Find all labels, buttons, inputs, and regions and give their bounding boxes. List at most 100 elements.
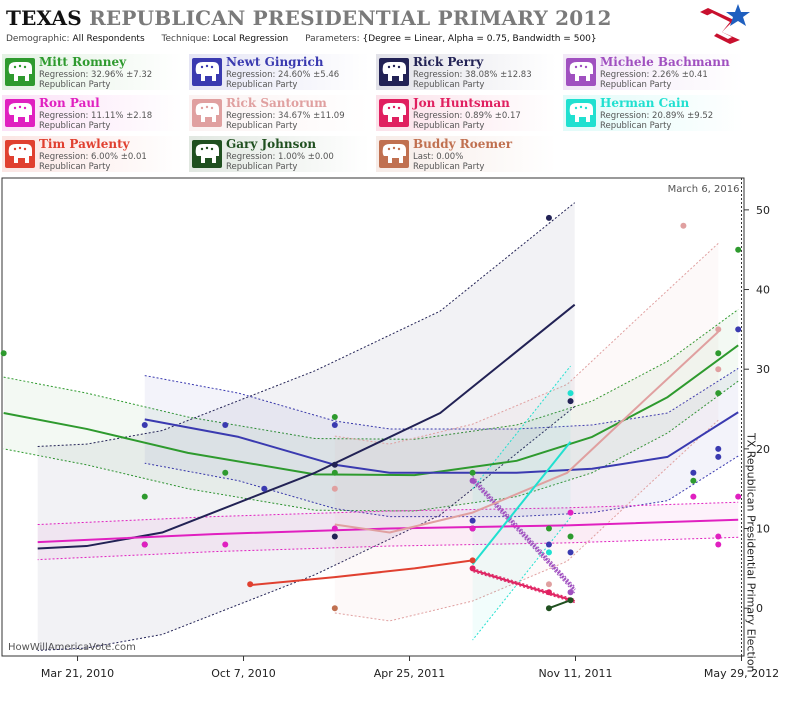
band-rick-santorum (334, 243, 719, 621)
data-point-newt-gingrich (222, 421, 229, 428)
data-point-mitt-romney (735, 246, 742, 253)
candidate-name: Jon Huntsman (413, 96, 510, 110)
data-point-herman-cain (567, 390, 574, 397)
candidate-regression: Regression: 0.89% ±0.17 (413, 111, 521, 121)
candidate-name: Rick Perry (413, 55, 484, 69)
data-point-ron-paul (222, 541, 229, 548)
band-lower-ron-paul (37, 536, 739, 561)
lines-layer (3, 303, 739, 610)
candidate-party: Republican Party (39, 162, 111, 172)
candidate-herman-cain[interactable]: Herman Cain Regression: 20.89% ±9.52 Repub… (563, 95, 753, 131)
candidate-regression: Regression: 2.26% ±0.41 (600, 70, 708, 80)
data-point-mitt-romney (545, 525, 552, 532)
trend-line-rick-santorum (334, 331, 719, 534)
title-state: TEXAS (6, 6, 82, 30)
elephant-icon (5, 140, 35, 168)
band-upper-mitt-romney (3, 309, 739, 440)
candidate-tim-pawlenty[interactable]: Tim Pawlenty Regression: 6.00% ±0.01 Repub… (2, 136, 192, 172)
data-point-rick-perry (567, 398, 574, 405)
y-tick-label: 40 (756, 284, 770, 297)
x-tick-label: Mar 21, 2010 (41, 667, 114, 680)
data-point-rick-perry (331, 461, 338, 468)
candidate-name: Ron Paul (39, 96, 100, 110)
data-point-mitt-romney (331, 414, 338, 420)
band-lower-newt-gingrich (144, 455, 739, 518)
candidate-legend: Mitt Romney Regression: 32.96% ±7.32 Repub… (0, 54, 789, 172)
election-label: TX Republican Presidential Primary Elect… (745, 432, 758, 673)
watermark: HowWillAmericaVote.com (8, 642, 136, 653)
data-point-jon-huntsman (469, 565, 476, 572)
data-point-ron-paul (715, 533, 722, 540)
header: TEXAS REPUBLICAN PRESIDENTIAL PRIMARY 20… (0, 0, 789, 175)
candidate-rick-santorum[interactable]: Rick Santorum Regression: 34.67% ±11.09 Re… (189, 95, 379, 131)
elephant-icon (5, 58, 35, 86)
trend-line-jon-huntsman (472, 569, 575, 602)
points-layer (0, 214, 742, 612)
trend-line-gary-johnson (548, 599, 571, 610)
data-point-mitt-romney (222, 469, 229, 476)
data-point-gary-johnson (545, 605, 552, 612)
demographic-value[interactable]: All Respondents (72, 34, 145, 44)
candidate-rick-perry[interactable]: Rick Perry Regression: 38.08% ±12.83 Repub… (376, 54, 566, 90)
candidate-regression: Regression: 38.08% ±12.83 (413, 70, 532, 80)
band-ron-paul (37, 502, 739, 560)
plot-frame (1, 177, 745, 657)
data-point-mitt-romney (141, 493, 148, 500)
elephant-icon (192, 140, 222, 168)
y-tick-label: 10 (756, 523, 770, 536)
elephant-icon (192, 99, 222, 127)
candidate-regression: Regression: 6.00% ±0.01 (39, 152, 147, 162)
band-rick-perry (37, 202, 575, 651)
band-upper-newt-gingrich (144, 367, 739, 430)
data-point-mitt-romney (469, 469, 476, 476)
candidate-party: Republican Party (39, 121, 111, 131)
band-upper-jon-huntsman (472, 567, 575, 600)
band-lower-michele-bachmann (472, 481, 576, 594)
band-lower-rick-perry (37, 406, 575, 651)
candidate-mitt-romney[interactable]: Mitt Romney Regression: 32.96% ±7.32 Repub… (2, 54, 192, 90)
data-point-mitt-romney (690, 477, 697, 484)
candidate-party: Republican Party (600, 121, 672, 131)
elephant-icon (566, 58, 596, 86)
elephant-icon (192, 58, 222, 86)
candidate-regression: Last: 0.00% (413, 152, 464, 162)
data-point-rick-perry (545, 214, 552, 221)
technique-label: Technique: (161, 34, 210, 44)
candidate-party: Republican Party (413, 162, 485, 172)
data-point-herman-cain (545, 549, 552, 556)
technique-value[interactable]: Local Regression (212, 34, 289, 44)
data-point-mitt-romney (0, 350, 7, 357)
data-point-newt-gingrich (141, 421, 148, 428)
data-point-newt-gingrich (331, 421, 338, 428)
elephant-icon (379, 58, 409, 86)
page-title: TEXAS REPUBLICAN PRESIDENTIAL PRIMARY 20… (6, 6, 612, 30)
site-logo-icon[interactable] (696, 2, 752, 50)
trend-line-newt-gingrich (144, 411, 739, 474)
poll-chart: 0 10 20 30 40 50 Mar 21, 2010 Oct 7, 2010 Apr 25… (0, 177, 779, 680)
data-point-newt-gingrich (715, 445, 722, 452)
data-point-newt-gingrich (567, 549, 574, 556)
data-point-rick-santorum (715, 326, 722, 333)
data-point-buddy-roemer (331, 605, 338, 612)
x-tick-label: Oct 7, 2010 (211, 667, 276, 680)
trend-line-rick-perry (37, 303, 576, 550)
parameters-value[interactable]: {Degree = Linear, Alpha = 0.75, Bandwidt… (362, 34, 597, 44)
x-tick-label: Nov 11, 2011 (539, 667, 613, 680)
candidate-newt-gingrich[interactable]: Newt Gingrich Regression: 24.60% ±5.46 Rep… (189, 54, 379, 90)
data-point-mitt-romney (331, 469, 338, 476)
data-point-mitt-romney (567, 533, 574, 540)
candidate-party: Republican Party (413, 121, 485, 131)
candidate-regression: Regression: 24.60% ±5.46 (226, 70, 340, 80)
trend-line-mitt-romney (3, 344, 739, 477)
candidate-jon-huntsman[interactable]: Jon Huntsman Regression: 0.89% ±0.17 Repub… (376, 95, 566, 131)
candidate-ron-paul[interactable]: Ron Paul Regression: 11.11% ±2.18 Republic… (2, 95, 192, 131)
candidate-gary-johnson[interactable]: Gary Johnson Regression: 1.00% ±0.00 Repub… (189, 136, 379, 172)
band-upper-rick-santorum (334, 242, 719, 445)
data-point-mitt-romney (715, 350, 722, 357)
data-point-newt-gingrich (469, 517, 476, 524)
candidate-party: Republican Party (39, 80, 111, 90)
candidate-michele-bachmann[interactable]: Michele Bachmann Regression: 2.26% ±0.41 R… (563, 54, 753, 90)
candidate-buddy-roemer[interactable]: Buddy Roemer Last: 0.00% Republican Party (376, 136, 566, 172)
candidate-regression: Regression: 34.67% ±11.09 (226, 111, 345, 121)
elephant-icon (379, 140, 409, 168)
